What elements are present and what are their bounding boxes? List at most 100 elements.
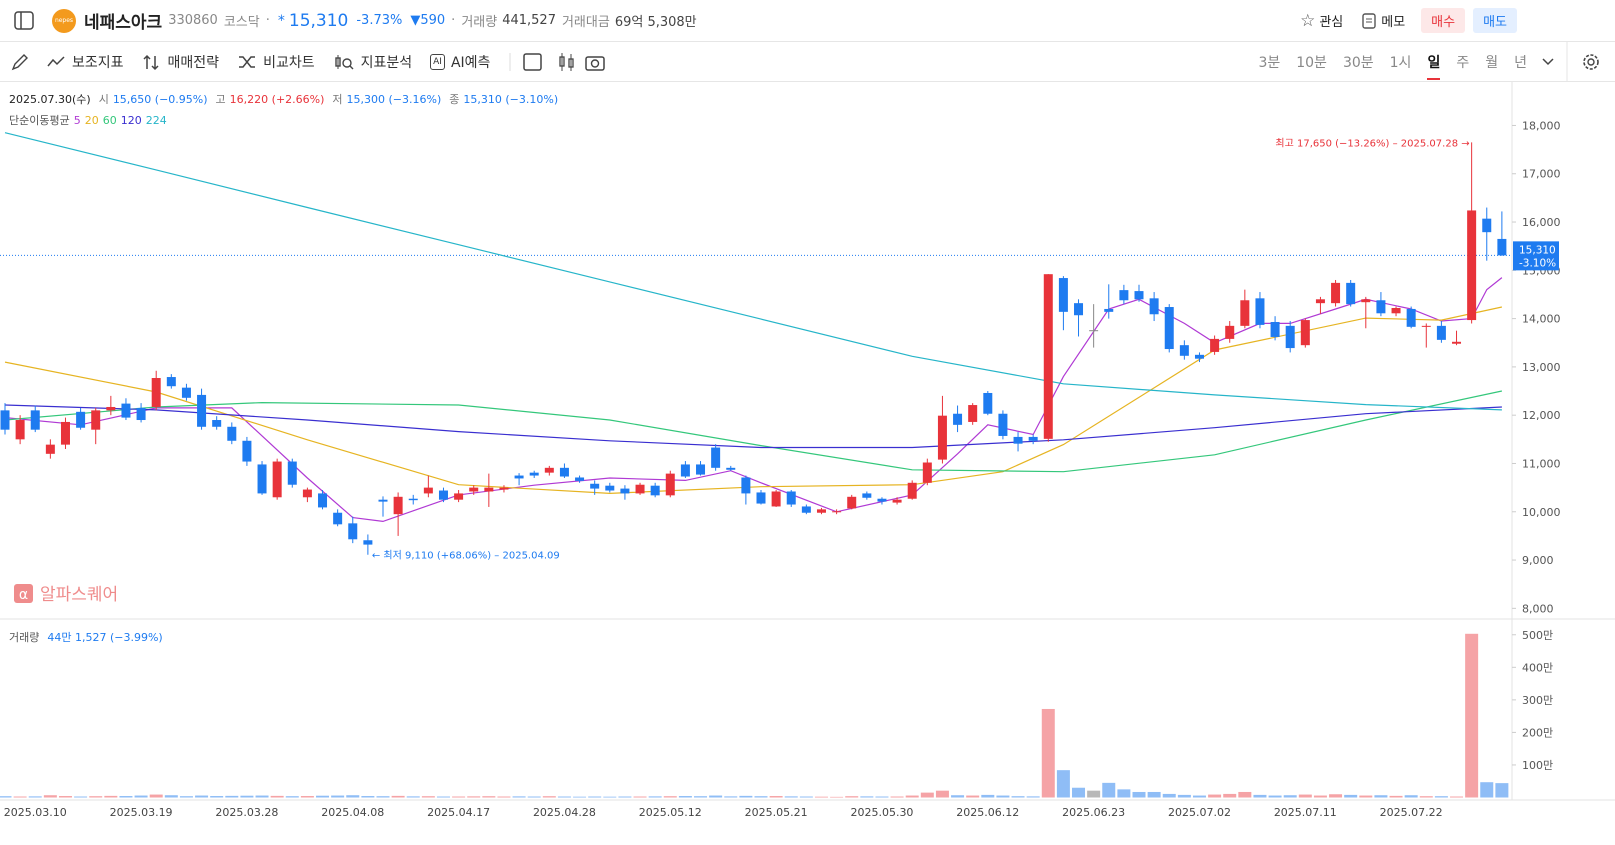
candle-body — [363, 540, 373, 545]
period-option[interactable]: 월 — [1485, 54, 1499, 71]
price-tag — [1513, 241, 1559, 271]
volume-bar — [845, 796, 859, 798]
legend-entry: 5 — [74, 114, 81, 127]
period-selector: 3분 10분 30분 1시 일 주 월 년 — [1242, 44, 1527, 80]
tool-compare[interactable]: 비교차트 — [237, 52, 315, 72]
volume-bar — [467, 796, 481, 798]
volume-bar — [331, 795, 345, 798]
volume: 441,527 — [502, 13, 556, 28]
candle-body — [1421, 325, 1431, 327]
period-option[interactable]: 30분 — [1342, 54, 1374, 71]
market: 코스닥 — [223, 15, 260, 30]
x-tick-label: 2025.07.22 — [1380, 806, 1443, 819]
y-tick-label: 18,000 — [1522, 119, 1561, 132]
candle-body — [665, 473, 675, 496]
header-actions: ☆ 관심 메모 매수 매도 — [1300, 8, 1615, 33]
candle-body — [15, 420, 25, 440]
candle-body — [1361, 299, 1371, 303]
x-tick-label: 2025.04.28 — [533, 806, 596, 819]
candle-body — [0, 410, 10, 430]
candle-body — [469, 487, 479, 492]
tool-label: AI예측 — [450, 54, 491, 71]
stock-name: 네패스아크 — [84, 13, 163, 33]
ma-legend: 단순이동평균 5 20 60 120 224 — [9, 114, 167, 127]
volume-bar — [179, 796, 193, 798]
ai-icon: AI — [430, 53, 445, 70]
candle-body — [1376, 300, 1386, 314]
candle-body — [287, 461, 297, 485]
period-option[interactable]: 1시 — [1389, 54, 1412, 71]
volume-bar — [13, 796, 27, 798]
volume-bar — [588, 796, 602, 798]
ohlc-name: 고 — [216, 93, 226, 106]
candle-body — [454, 493, 464, 500]
period-option[interactable]: 주 — [1456, 54, 1470, 71]
period-option[interactable]: 10분 — [1296, 54, 1327, 71]
volume-bar — [542, 796, 556, 798]
candle-body — [1482, 218, 1492, 233]
candle-body — [1315, 299, 1325, 304]
legend-entry: 20 — [85, 114, 99, 127]
change: ▼590 — [410, 13, 446, 28]
candle-body — [847, 496, 857, 509]
moving-average-line — [4, 390, 1503, 473]
legend-title: 단순이동평균 — [9, 114, 70, 127]
memo-button[interactable]: 메모 — [1381, 15, 1406, 30]
x-tick-label: 2025.05.12 — [639, 806, 702, 819]
volume-bar — [1087, 790, 1101, 798]
draw-icon[interactable] — [10, 52, 30, 72]
volume-bar — [1329, 794, 1343, 798]
y-tick-label: 14,000 — [1522, 313, 1561, 326]
toolbar-icons[interactable] — [508, 51, 608, 73]
y-tick-label: 500만 — [1522, 629, 1553, 642]
header: nepes 네패스아크 330860 코스닥 · * 15,310 -3.73%… — [0, 0, 1615, 42]
legend-entry: 60 — [103, 114, 117, 127]
candle-body — [1225, 325, 1235, 339]
volume-bar — [255, 795, 269, 798]
volume-bar — [905, 795, 919, 798]
ohlc-value: 15,310 (−3.10%) — [463, 93, 558, 106]
volume-bar — [1102, 782, 1116, 798]
candle-body — [832, 511, 842, 513]
tool-ai[interactable]: AI AI예측 — [430, 52, 490, 72]
chevron[interactable] — [1541, 57, 1555, 67]
candle-body — [983, 392, 993, 414]
realtime-mark: * — [277, 12, 285, 29]
candle-body — [680, 464, 690, 477]
buy-button[interactable]: 매수 — [1421, 8, 1466, 33]
period-option[interactable]: 3분 — [1258, 54, 1281, 71]
candle-body — [635, 484, 645, 494]
candle-body — [559, 467, 569, 477]
candle-body — [1013, 436, 1023, 444]
watch-button[interactable]: 관심 — [1319, 15, 1344, 30]
volume-bar — [406, 796, 420, 798]
volume-bar — [1495, 783, 1509, 798]
candle-body — [771, 491, 781, 507]
candle-body — [1074, 303, 1084, 316]
volume-bar — [996, 795, 1010, 798]
tool-strategy[interactable]: 매매전략 — [142, 52, 219, 72]
candle-body — [212, 420, 222, 427]
volume-bar — [316, 795, 330, 798]
sell-button[interactable]: 매도 — [1473, 8, 1517, 33]
settings-icon[interactable] — [1555, 41, 1615, 82]
x-tick-label: 2025.05.30 — [850, 806, 913, 819]
candle-body — [378, 499, 388, 502]
candle-body — [76, 411, 86, 428]
volume-bar — [1374, 795, 1388, 798]
candle-body — [227, 426, 237, 441]
tool-analysis[interactable]: 지표분석 — [333, 52, 412, 72]
candle-body — [302, 489, 312, 498]
period-option[interactable]: 년 — [1514, 54, 1527, 71]
volume-bar — [966, 795, 980, 798]
volume-bar — [164, 795, 178, 798]
volume-bar — [1056, 770, 1070, 798]
tool-indicator[interactable]: 보조지표 — [46, 52, 124, 72]
sidebar-icon[interactable] — [4, 1, 44, 41]
volume-bar — [618, 796, 632, 798]
volume-bar — [724, 796, 738, 798]
candle-body — [257, 464, 267, 494]
volume-bar — [1419, 796, 1433, 798]
period-option[interactable]: 일 — [1427, 52, 1441, 80]
